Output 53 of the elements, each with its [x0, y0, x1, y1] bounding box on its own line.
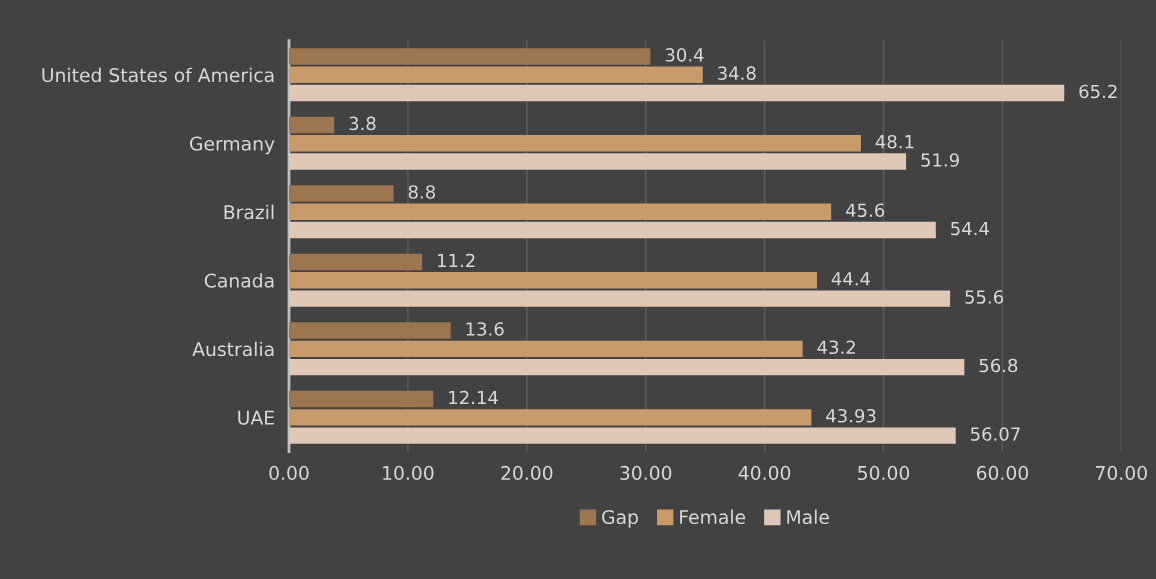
bar	[289, 409, 812, 426]
bar	[289, 340, 803, 358]
y-tick-label: Canada	[204, 273, 274, 288]
y-tick-label: Brazil	[224, 204, 274, 220]
data-label: 65.2	[1079, 84, 1117, 99]
bar	[289, 116, 335, 134]
data-label: 13.6	[466, 322, 504, 336]
legend-label: Gap	[602, 509, 638, 528]
bar	[289, 290, 951, 307]
x-tick-label: 10.00	[383, 465, 434, 481]
data-label: 12.14	[449, 390, 498, 405]
data-label: 51.9	[921, 153, 959, 167]
bar	[289, 84, 1065, 102]
data-label: 56.8	[979, 358, 1018, 373]
bar	[289, 153, 907, 170]
bar	[289, 322, 451, 339]
legend-label: Male	[787, 509, 829, 525]
data-label: 56.07	[970, 427, 1020, 441]
bar	[289, 203, 832, 221]
data-label: 55.6	[965, 290, 1004, 304]
data-label: 43.93	[826, 408, 876, 423]
y-tick-label: UAE	[238, 410, 274, 425]
bar	[289, 253, 423, 271]
bar	[289, 135, 861, 152]
legend-label: Female	[680, 509, 746, 525]
y-tick-label: Germany	[189, 136, 275, 155]
bar	[289, 185, 394, 202]
x-tick-label: 60.00	[976, 465, 1029, 481]
data-label: 11.2	[438, 253, 475, 268]
data-label: 8.8	[408, 185, 435, 199]
y-tick-label: United States of America	[42, 67, 274, 83]
x-tick-label: 70.00	[1096, 465, 1147, 481]
y-tick-label: Australia	[192, 341, 274, 357]
x-tick-label: 50.00	[858, 465, 910, 481]
data-label: 3.8	[349, 116, 376, 131]
bar	[289, 48, 651, 65]
data-label: 48.1	[875, 134, 914, 149]
bar	[289, 427, 956, 444]
x-tick-label: 40.00	[738, 465, 791, 481]
data-label: 43.2	[817, 340, 855, 355]
bar	[289, 66, 703, 84]
data-label: 34.8	[718, 66, 756, 81]
data-label: 44.4	[831, 272, 871, 286]
data-label: 54.4	[951, 221, 989, 236]
bar	[289, 390, 434, 408]
x-tick-label: 30.00	[620, 465, 672, 481]
bar	[289, 221, 936, 239]
bar	[289, 272, 817, 289]
x-tick-label: 20.00	[501, 465, 553, 481]
bar	[289, 358, 965, 376]
x-tick-label: 0.00	[269, 465, 309, 481]
data-label: 30.4	[665, 48, 704, 62]
data-label: 45.6	[845, 203, 885, 218]
